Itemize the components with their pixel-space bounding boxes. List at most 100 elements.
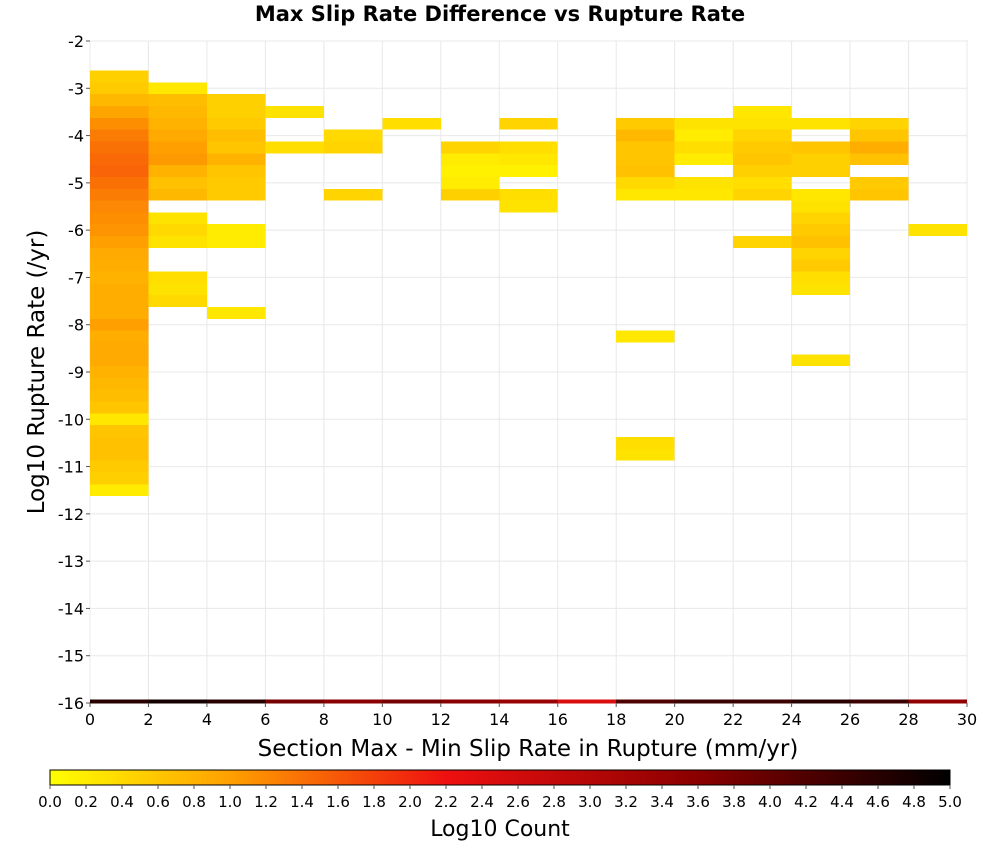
heatmap-cell [791,117,851,130]
colorbar-ticks: 0.0 0.2 0.4 0.6 0.8 1.0 1.2 1.4 1.6 1.8 2.0 2.2 2.4 2… [38,785,962,811]
heatmap-cell [90,318,149,331]
colorbar-tick-label: 2.6 [506,793,530,811]
heatmap-cell [148,212,207,225]
x-tick-label: 2 [143,710,153,729]
heatmap-cell [148,224,207,237]
y-tick-label: -6 [68,221,84,240]
heatmap-cell [499,165,558,177]
y-tick-label: -10 [58,410,84,429]
heatmap-cell [791,141,851,154]
heatmap-cell [440,188,500,201]
heatmap-cell [148,295,207,307]
heatmap-cell [791,259,851,272]
heatmap-cell [148,82,207,95]
heatmap-cell [674,129,734,142]
colorbar-tick-label: 3.6 [686,793,710,811]
baseline-cell [674,699,734,704]
heatmap-cell [616,176,675,189]
heatmap-cell [90,224,149,237]
colorbar-tick-label: 1.2 [254,793,278,811]
baseline-cell [557,699,617,704]
heatmap-cell [616,330,675,343]
baseline-cell [791,699,851,704]
heatmap-cell [616,117,675,130]
colorbar-tick-label: 4.0 [758,793,782,811]
colorbar-tick-label: 3.8 [722,793,746,811]
heatmap-cell [90,413,149,426]
heatmap-cell [323,188,383,201]
colorbar-tick-label: 1.4 [290,793,314,811]
heatmap-cell [616,448,675,461]
heatmap-cell [90,295,149,307]
x-tick-label: 20 [664,710,684,729]
heatmap-cell [90,271,149,284]
x-tick-label: 6 [260,710,270,729]
heatmap-cell [616,129,675,142]
heatmap-cell [850,176,909,189]
colorbar [49,769,951,786]
heatmap-cell [90,165,149,177]
heatmap-cell [791,212,851,225]
colorbar-tick-label: 3.0 [578,793,602,811]
y-tick-label: -9 [68,363,84,382]
colorbar-tick-label: 4.8 [902,793,926,811]
heatmap-cell [90,212,149,225]
y-tick-label: -5 [68,174,84,193]
colorbar-tick-label: 4.2 [794,793,818,811]
heatmap-cell [791,354,851,367]
colorbar-tick-label: 0.8 [182,793,206,811]
heatmap-cell [90,377,149,390]
heatmap-cell [148,165,207,177]
heatmap-cell [440,165,500,177]
heatmap-cell [148,129,207,142]
heatmap-cell [206,224,266,237]
x-tick-label: 22 [723,710,743,729]
heatmap-cell [674,141,734,154]
baseline-cell [440,699,500,704]
heatmap-cell [265,141,324,154]
x-tick-label: 10 [372,710,392,729]
heatmap-cell [733,129,792,142]
heatmap-cell [791,153,851,166]
colorbar-tick-label: 5.0 [938,793,962,811]
colorbar-tick-label: 2.2 [434,793,458,811]
baseline-cell [850,699,909,704]
heatmap-cell [148,271,207,284]
heatmap-cell [90,330,149,343]
x-tick-label: 0 [85,710,95,729]
colorbar-label: Log10 Count [430,817,570,842]
heatmap-cell [791,188,851,201]
heatmap-cell [616,165,675,177]
baseline-cell [148,699,207,704]
colorbar-tick-label: 0.6 [146,793,170,811]
heatmap-cell [323,141,383,154]
colorbar-tick-label: 1.8 [362,793,386,811]
heatmap-cell [499,188,558,201]
heatmap-cell [90,389,149,402]
heatmap-cell [90,342,149,355]
y-tick-label: -11 [58,458,84,477]
colorbar-tick-label: 1.0 [218,793,242,811]
heatmap-cell [206,165,266,177]
baseline-cell [616,699,675,704]
x-axis-label: Section Max - Min Slip Rate in Rupture (… [258,736,799,762]
heatmap-cell [90,366,149,378]
heatmap-cell [206,176,266,189]
heatmap-cell [148,117,207,130]
colorbar-tick-label: 2.0 [398,793,422,811]
heatmap-cell [733,188,792,201]
heatmap-cell [206,129,266,142]
y-tick-label: -3 [68,79,84,98]
heatmap-cell [90,106,149,118]
x-tick-label: 18 [606,710,626,729]
x-tick-label: 26 [840,710,860,729]
colorbar-tick-label: 2.8 [542,793,566,811]
heatmap-cell [90,94,149,107]
heatmap-cell [90,129,149,142]
heatmap-cell [90,401,149,414]
heatmap-cell [206,188,266,201]
heatmap-cell [616,437,675,449]
heatmap-cell [90,283,149,296]
heatmap-cell [733,141,792,154]
